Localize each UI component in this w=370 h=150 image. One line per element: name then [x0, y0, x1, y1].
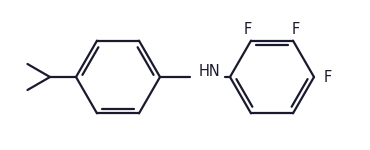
- Text: F: F: [292, 22, 300, 37]
- Text: F: F: [244, 22, 252, 37]
- Text: F: F: [324, 69, 332, 84]
- Text: HN: HN: [198, 64, 220, 80]
